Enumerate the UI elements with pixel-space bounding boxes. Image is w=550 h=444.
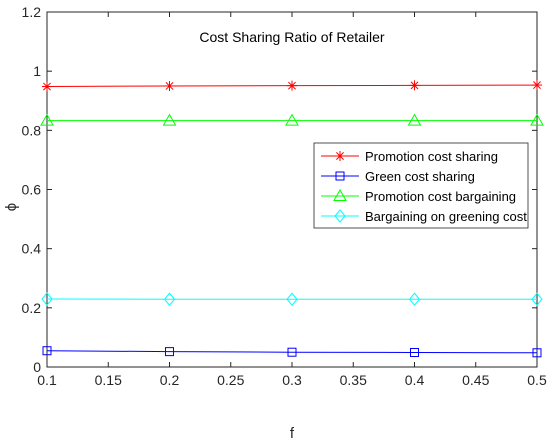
y-tick-label-4: 0.8 [22,122,42,138]
legend-entry-0: Promotion cost sharing [321,149,498,164]
point-2-3 [407,113,422,126]
point-3-2 [286,292,298,307]
point-1-4 [532,348,542,358]
point-3-4 [531,292,543,307]
y-axis-label: ϕ [3,203,20,211]
data-series [40,80,544,358]
point-1-3 [410,348,419,358]
y-tick-label-0: 0 [33,359,41,375]
y-tick-label-5: 1 [33,63,41,79]
x-tick-label-6: 0.4 [405,372,425,388]
y-tick-label-6: 1.2 [22,4,42,20]
point-0-2 [287,80,297,91]
point-2-2 [285,113,299,126]
y-tick-label-2: 0.4 [22,241,42,257]
series-line-1 [46,350,538,354]
series-0 [42,80,542,92]
point-3-0 [41,292,53,306]
legend-marker-0 [335,151,345,161]
point-2-1 [162,113,177,126]
legend-marker-1 [335,171,345,181]
x-axis-label: f [290,425,295,442]
x-tick-label-7: 0.45 [462,372,489,388]
x-tick-label-5: 0.35 [340,372,367,388]
x-tick-label-8: 0.5 [527,372,547,388]
point-2-0 [40,113,54,126]
legend-box [313,142,529,229]
point-0-3 [409,80,420,91]
point-1-1 [165,347,174,357]
point-1-2 [287,347,297,357]
point-0-0 [42,81,52,92]
legend-label-3: Bargaining on greening cost [365,209,527,224]
axis-ticks: 0.1 0.15 0.2 0.25 0.3 0.35 0.4 0.45 0.5 0 0.2 0.4 0.… [22,4,547,388]
x-tick-label-1: 0.15 [95,372,122,388]
point-3-3 [408,292,421,307]
series-2 [40,113,544,126]
legend-label-2: Promotion cost bargaining [365,189,516,204]
y-tick-label-1: 0.2 [22,300,42,316]
legend: Promotion cost sharing Green cost sharing… [313,142,529,229]
x-tick-label-3: 0.25 [217,372,244,388]
legend-marker-3 [334,209,346,223]
x-tick-label-0: 0.1 [37,372,57,388]
legend-label-1: Green cost sharing [365,169,475,184]
x-tick-label-4: 0.3 [282,372,302,388]
point-0-1 [164,80,175,91]
legend-label-0: Promotion cost sharing [365,149,498,164]
chart-title: Cost Sharing Ratio of Retailer [199,29,385,45]
series-1 [42,346,542,358]
legend-entry-2: Promotion cost bargaining [321,188,516,204]
point-2-4 [530,113,544,126]
legend-marker-2 [333,188,347,201]
point-1-0 [42,346,52,356]
x-tick-label-2: 0.2 [160,372,180,388]
point-3-1 [163,292,176,307]
series-3 [41,292,543,307]
legend-entry-3: Bargaining on greening cost [321,209,527,224]
y-tick-label-3: 0.6 [22,182,42,198]
legend-entry-1: Green cost sharing [321,169,475,184]
point-0-4 [532,80,542,91]
